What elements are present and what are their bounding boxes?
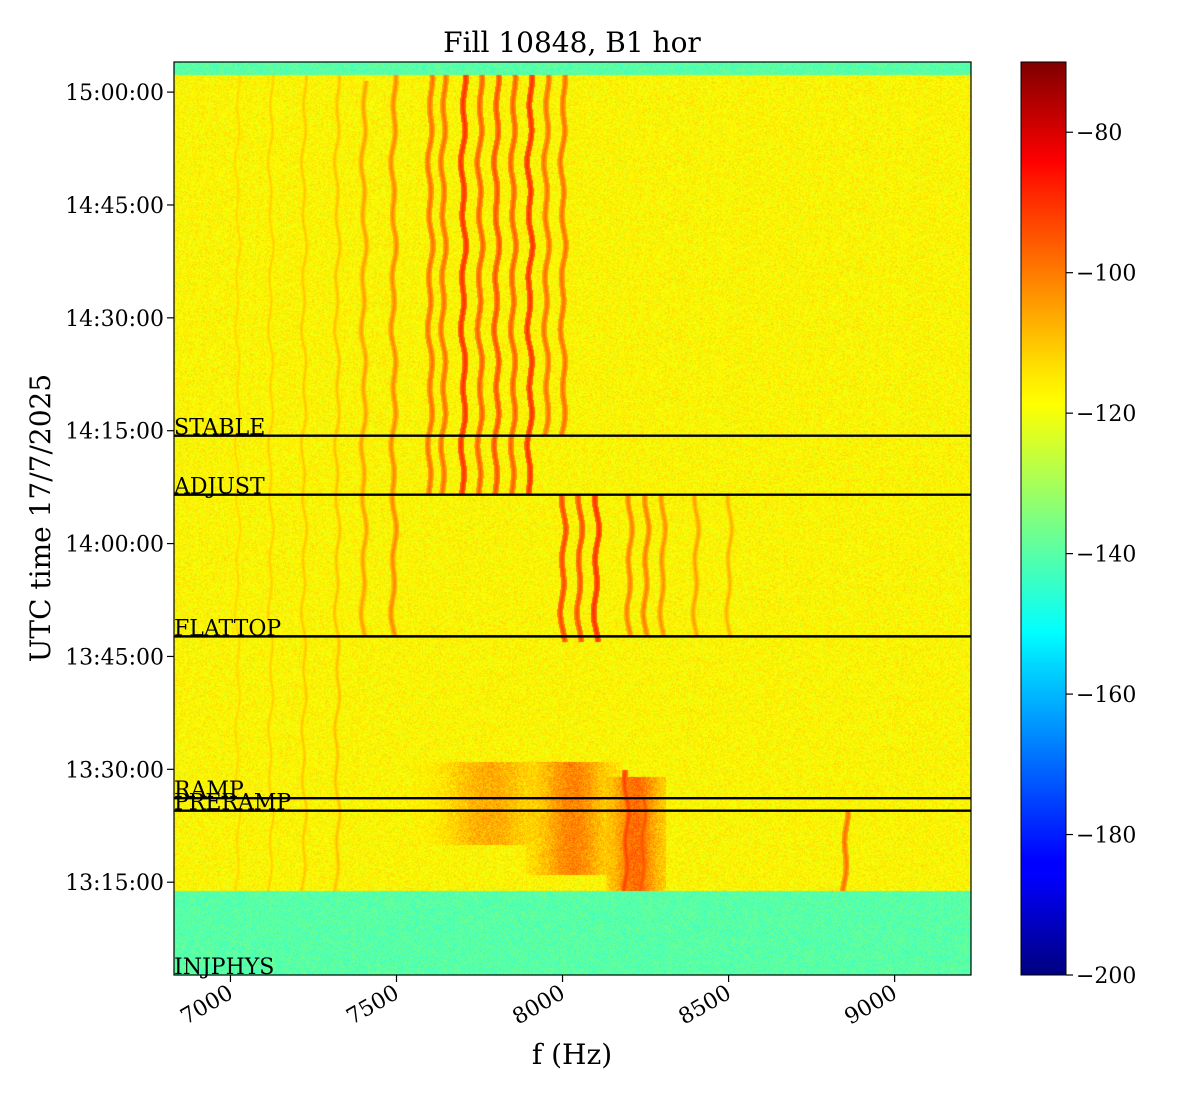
colorbar-gradient — [1021, 62, 1066, 975]
colorbar-tick-label: −100 — [1076, 262, 1136, 287]
y-tick-label: 15:00:00 — [65, 81, 164, 106]
plot-frame — [173, 61, 972, 976]
y-tick-label: 14:45:00 — [65, 194, 164, 219]
beam-mode-label: FLATTOP — [174, 616, 281, 641]
beam-mode-label: STABLE — [174, 416, 265, 441]
y-tick-label: 13:15:00 — [65, 871, 164, 896]
y-tick-label: 14:15:00 — [65, 420, 164, 445]
beam-mode-label: RAMP — [174, 778, 244, 803]
y-tick-label: 13:45:00 — [65, 645, 164, 670]
y-tick-label: 13:30:00 — [65, 758, 164, 783]
colorbar-tick-label: −160 — [1076, 683, 1136, 708]
colorbar-tick-label: −140 — [1076, 543, 1136, 568]
x-tick-label: 8500 — [675, 981, 736, 1031]
beam-mode-label: INJPHYS — [174, 955, 274, 980]
y-axis-label: UTC time 17/7/2025 — [24, 374, 57, 662]
beam-mode-label: PRERAMP — [174, 791, 291, 816]
colorbar-frame — [1020, 61, 1067, 976]
x-axis-label: f (Hz) — [532, 1038, 612, 1071]
chart-title: Fill 10848, B1 hor — [443, 26, 701, 59]
y-axis-ticks: 13:15:00 13:30:00 13:45:00 14:00:00 14:15:00… — [65, 81, 174, 896]
colorbar-ticks: −80 −100 −120 −140 −160 −180 −200 — [1066, 121, 1136, 989]
colorbar-tick-label: −120 — [1076, 402, 1136, 427]
x-axis-ticks: 7000 7500 8000 8500 9000 — [176, 975, 902, 1031]
x-tick-label: 7000 — [176, 981, 237, 1031]
y-tick-label: 14:00:00 — [65, 533, 164, 558]
colorbar-tick-label: −180 — [1076, 824, 1136, 849]
beam-mode-label: ADJUST — [173, 475, 265, 500]
heatmap-raster — [174, 62, 971, 975]
y-tick-label: 14:30:00 — [65, 307, 164, 332]
colorbar-tick-label: −200 — [1076, 964, 1136, 989]
x-tick-label: 7500 — [342, 981, 403, 1031]
x-tick-label: 8000 — [509, 981, 570, 1031]
colorbar-tick-label: −80 — [1076, 121, 1122, 146]
x-tick-label: 9000 — [841, 981, 902, 1031]
colorbar: −80 −100 −120 −140 −160 −180 −200 — [1020, 61, 1136, 989]
